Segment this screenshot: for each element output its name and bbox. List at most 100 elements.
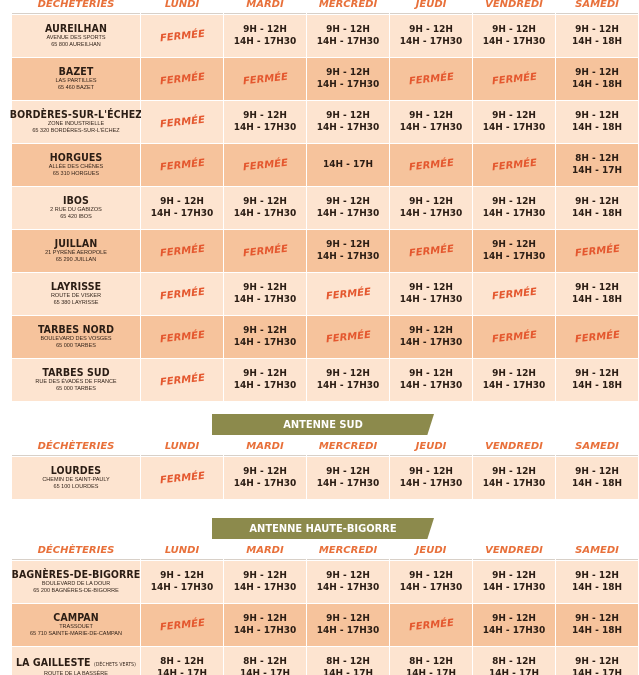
hours-afternoon: 14H - 17H30 [233,208,297,219]
hours-cell-lundi: 9H - 12H 14H - 17H30 [141,187,223,229]
site-address-postcode: 65 460 BAZET [57,84,95,91]
site-name-text: HORGUES [49,152,103,164]
hours-cell-lundi: 8H - 12H 14H - 17H [141,647,223,675]
site-name-text: IBOS [63,195,89,207]
closed-label: FERMÉE [325,286,371,302]
hours-morning: 9H - 12H [326,613,370,624]
hours-morning: 9H - 12H [575,570,619,581]
hours-cell-jeudi: 9H - 12H 14H - 17H30 [390,359,472,401]
site-name: HORGUES [50,153,103,164]
hours-afternoon: 14H - 17H30 [482,208,546,219]
site-cell: TARBES SUD RUE DES ÉVADÉS DE FRANCE 65 000… [12,359,140,401]
hours-cell-mercredi: 9H - 12H 14H - 17H30 [307,561,389,603]
section-banner-antenne-sud: ANTENNE SUD [212,414,434,435]
hours-cell-mardi: 9H - 12H 14H - 17H30 [224,561,306,603]
hours-afternoon: 14H - 17H30 [316,582,380,593]
closed-label: FERMÉE [491,286,537,302]
hours-cell-vendredi: 9H - 12H 14H - 17H30 [473,457,555,499]
schedule-table-antenne-haute-bigorre: DÉCHÈTERIES LUNDI MARDI MERCREDI JEUDI VENDRE… [12,542,638,675]
hours-cell-mardi: FERMÉE [224,230,306,272]
hours-cell-vendredi: 9H - 12H 14H - 17H30 [473,230,555,272]
hours-cell-mardi: 9H - 12H 14H - 17H30 [224,457,306,499]
hours-morning: 9H - 12H [409,325,453,336]
hours-morning: 9H - 12H [243,110,287,121]
hours-cell-mercredi: 9H - 12H 14H - 17H30 [307,187,389,229]
hours-cell-vendredi: 9H - 12H 14H - 17H30 [473,101,555,143]
hours-morning: 9H - 12H [492,196,536,207]
site-name-text: BAGNÈRES-DE-BIGORRE [11,569,141,581]
hours-morning: 9H - 12H [243,466,287,477]
hours-cell-vendredi: FERMÉE [473,144,555,186]
hours-cell-samedi: FERMÉE [556,316,638,358]
hours-cell-samedi: 9H - 12H 14H - 18H [556,187,638,229]
hours-cell-lundi: FERMÉE [141,58,223,100]
hours-afternoon: 14H - 18H [571,294,623,305]
hours-afternoon: 14H - 17H30 [399,294,463,305]
column-header-jeudi: JEUDI [390,438,472,456]
site-name-text: LOURDES [50,465,102,477]
site-name-text: BAZET [58,66,94,78]
site-name-text: BORDÈRES-SUR-L'ÉCHEZ [9,109,143,121]
site-address-postcode: 65 380 LAYRISSE [53,299,99,306]
hours-morning: 9H - 12H [575,368,619,379]
hours-cell-lundi: FERMÉE [141,101,223,143]
hours-morning: 9H - 12H [492,466,536,477]
hours-afternoon: 14H - 17H30 [150,582,214,593]
hours-cell-mercredi: 9H - 12H 14H - 17H30 [307,58,389,100]
hours-afternoon: 14H - 18H [571,79,623,90]
site-name-text: TARBES SUD [42,367,110,379]
hours-cell-lundi: FERMÉE [141,144,223,186]
hours-cell-jeudi: 9H - 12H 14H - 17H30 [390,101,472,143]
hours-afternoon: 14H - 17H30 [399,380,463,391]
column-header-lundi: LUNDI [141,542,223,560]
site-name: BAGNÈRES-DE-BIGORRE [12,570,141,581]
hours-morning: 9H - 12H [409,282,453,293]
column-header-samedi: SAMEDI [556,0,638,14]
site-address-postcode: 65 420 IBOS [60,213,92,220]
hours-cell-jeudi: FERMÉE [390,144,472,186]
hours-morning: 9H - 12H [243,24,287,35]
hours-cell-samedi: 9H - 12H 14H - 17H [556,647,638,675]
hours-cell-lundi: FERMÉE [141,15,223,57]
closed-label: FERMÉE [408,157,454,173]
hours-afternoon: 14H - 17H30 [316,208,380,219]
site-address-street: CHEMIN DE SAINT-PAULY [42,477,110,483]
hours-cell-jeudi: FERMÉE [390,604,472,646]
hours-cell-vendredi: FERMÉE [473,58,555,100]
hours-afternoon: 14H - 17H30 [482,625,546,636]
hours-afternoon: 14H - 17H30 [399,208,463,219]
closed-label: FERMÉE [408,617,454,633]
site-name-text: TARBES NORD [37,324,115,336]
closed-label: FERMÉE [159,617,205,633]
hours-afternoon: 14H - 17H30 [316,380,380,391]
closed-label: FERMÉE [159,114,205,130]
hours-afternoon: 14H - 17H30 [482,251,546,262]
hours-morning: 9H - 12H [243,613,287,624]
hours-cell-mardi: 9H - 12H 14H - 17H30 [224,359,306,401]
site-name-text: JUILLAN [54,238,98,250]
hours-cell-vendredi: 9H - 12H 14H - 17H30 [473,187,555,229]
column-header-mardi: MARDI [224,542,306,560]
hours-cell-vendredi: 9H - 12H 14H - 17H30 [473,561,555,603]
hours-cell-jeudi: 8H - 12H 14H - 17H [390,647,472,675]
closed-label: FERMÉE [159,243,205,259]
hours-morning: 9H - 12H [243,196,287,207]
hours-morning: 14H - 17H [322,159,374,170]
hours-cell-mardi: 9H - 12H 14H - 17H30 [224,604,306,646]
hours-afternoon: 14H - 17H30 [482,36,546,47]
site-address-street: BOULEVARD DES VOSGES [40,336,112,342]
site-name: IBOS [63,196,89,207]
hours-morning: 9H - 12H [409,196,453,207]
site-name: LOURDES [51,466,101,477]
hours-afternoon: 14H - 17H30 [233,294,297,305]
site-address-postcode: 65 710 SAINTE-MARIE-DE-CAMPAN [30,630,122,637]
column-header-mardi: MARDI [224,438,306,456]
hours-afternoon: 14H - 17H30 [399,36,463,47]
column-header-decheteries: DÉCHÈTERIES [12,438,140,456]
closed-label: FERMÉE [491,71,537,87]
site-address-postcode: 65 290 JUILLAN [55,256,97,263]
hours-afternoon: 14H - 17H30 [399,582,463,593]
hours-cell-vendredi: 9H - 12H 14H - 17H30 [473,359,555,401]
hours-cell-vendredi: FERMÉE [473,316,555,358]
hours-afternoon: 14H - 17H30 [316,625,380,636]
